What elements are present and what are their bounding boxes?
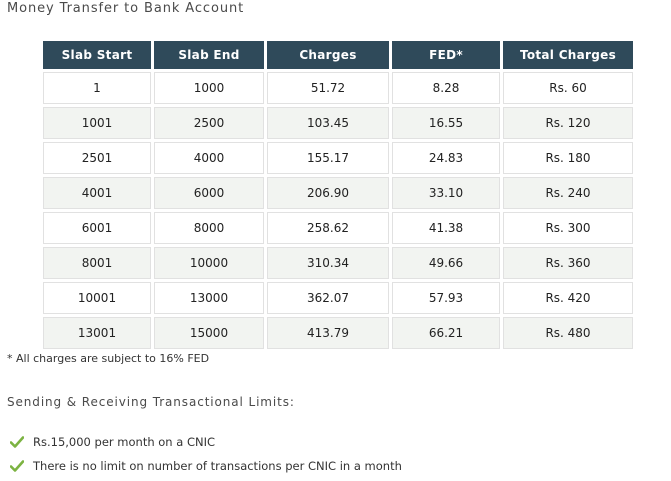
check-icon: [10, 436, 24, 448]
table-cell: Rs. 420: [503, 282, 633, 314]
column-header: Total Charges: [503, 41, 633, 69]
table-cell: 16.55: [392, 107, 500, 139]
table-row: 8001 10000 310.34 49.66 Rs. 360: [43, 247, 633, 279]
table-body: 1 1000 51.72 8.28 Rs. 60 1001 2500 103.45 16.55 R…: [43, 72, 633, 349]
table-row: 13001 15000 413.79 66.21 Rs. 480: [43, 317, 633, 349]
table-cell: 6000: [154, 177, 264, 209]
table-cell: 8001: [43, 247, 151, 279]
table-cell: 10000: [154, 247, 264, 279]
table-cell: Rs. 180: [503, 142, 633, 174]
page-heading: Money Transfer to Bank Account: [7, 1, 245, 16]
table-cell: 1000: [154, 72, 264, 104]
table-row: 6001 8000 258.62 41.38 Rs. 300: [43, 212, 633, 244]
table-cell: 413.79: [267, 317, 389, 349]
table-row: 1001 2500 103.45 16.55 Rs. 120: [43, 107, 633, 139]
table-cell: Rs. 480: [503, 317, 633, 349]
check-icon: [10, 460, 24, 472]
table-cell: 362.07: [267, 282, 389, 314]
table-cell: 10001: [43, 282, 151, 314]
table-row: 10001 13000 362.07 57.93 Rs. 420: [43, 282, 633, 314]
column-header: Slab End: [154, 41, 264, 69]
table-cell: Rs. 60: [503, 72, 633, 104]
table-cell: 41.38: [392, 212, 500, 244]
table-cell: 13001: [43, 317, 151, 349]
table-cell: 4001: [43, 177, 151, 209]
table-cell: Rs. 300: [503, 212, 633, 244]
table-cell: 66.21: [392, 317, 500, 349]
column-header: FED*: [392, 41, 500, 69]
table-cell: 1: [43, 72, 151, 104]
table-cell: Rs. 240: [503, 177, 633, 209]
table-cell: 51.72: [267, 72, 389, 104]
table-cell: 8.28: [392, 72, 500, 104]
table-cell: 103.45: [267, 107, 389, 139]
table-cell: 15000: [154, 317, 264, 349]
table-row: 2501 4000 155.17 24.83 Rs. 180: [43, 142, 633, 174]
limits-heading: Sending & Receiving Transactional Limits…: [7, 395, 295, 409]
table-cell: 6001: [43, 212, 151, 244]
table-row: 1 1000 51.72 8.28 Rs. 60: [43, 72, 633, 104]
table-cell: 33.10: [392, 177, 500, 209]
limit-item: There is no limit on number of transacti…: [10, 454, 402, 478]
table-cell: 155.17: [267, 142, 389, 174]
table-header-row: Slab Start Slab End Charges FED* Total Charg…: [43, 41, 633, 69]
table-cell: 310.34: [267, 247, 389, 279]
column-header: Charges: [267, 41, 389, 69]
charges-table: Slab Start Slab End Charges FED* Total Charg…: [40, 38, 636, 352]
table-cell: 258.62: [267, 212, 389, 244]
table-cell: 206.90: [267, 177, 389, 209]
table-cell: Rs. 120: [503, 107, 633, 139]
table-cell: 4000: [154, 142, 264, 174]
table-cell: 2500: [154, 107, 264, 139]
table-cell: Rs. 360: [503, 247, 633, 279]
table-cell: 1001: [43, 107, 151, 139]
limit-item-text: Rs.15,000 per month on a CNIC: [33, 435, 216, 449]
table-cell: 13000: [154, 282, 264, 314]
table-cell: 2501: [43, 142, 151, 174]
fed-footnote: * All charges are subject to 16% FED: [7, 352, 210, 365]
limit-item-text: There is no limit on number of transacti…: [33, 459, 402, 473]
column-header: Slab Start: [43, 41, 151, 69]
table-cell: 49.66: [392, 247, 500, 279]
limit-item: Rs.15,000 per month on a CNIC: [10, 430, 402, 454]
table-cell: 24.83: [392, 142, 500, 174]
limits-list: Rs.15,000 per month on a CNIC There is no…: [10, 430, 402, 478]
table-row: 4001 6000 206.90 33.10 Rs. 240: [43, 177, 633, 209]
table-cell: 8000: [154, 212, 264, 244]
table-cell: 57.93: [392, 282, 500, 314]
